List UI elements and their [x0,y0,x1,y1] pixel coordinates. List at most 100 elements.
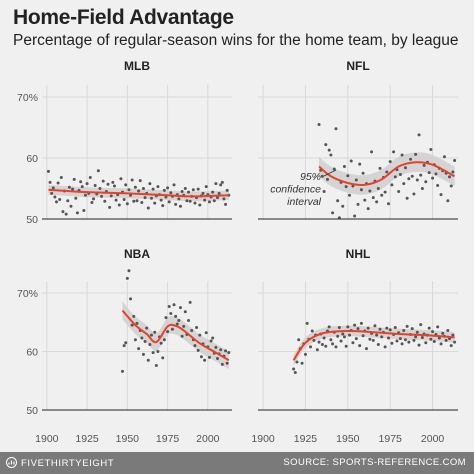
data-point [446,328,450,332]
data-point [74,196,78,200]
data-point [201,191,205,195]
data-point [151,351,155,355]
data-point [453,158,457,162]
x-tick-label: 2000 [196,433,220,445]
footer-brand: FIVETHIRTYEIGHT [6,457,114,469]
data-point [387,202,391,206]
x-tick-label: 1975 [379,433,403,445]
data-point [153,201,157,205]
data-point [385,326,389,330]
data-point [135,199,139,203]
data-point [83,193,87,197]
data-point [385,170,389,174]
data-point [354,337,358,341]
data-point [82,208,86,212]
data-point [322,190,326,194]
data-point [132,199,136,203]
data-point [121,369,125,373]
data-point [225,188,229,192]
data-point [133,185,137,189]
data-point [400,342,404,346]
data-point [407,340,411,344]
panel-title: NBA [124,247,150,261]
data-point [153,330,157,334]
trend-line [292,329,455,361]
data-point [371,196,375,200]
data-point [376,342,380,346]
data-point [46,169,50,173]
annotation-line: confidence [270,184,321,196]
x-tick-label: 1975 [156,433,180,445]
data-point [339,339,343,343]
data-point [317,122,321,126]
data-point [137,189,141,193]
data-point [172,183,176,187]
data-point [410,174,414,178]
data-point [441,331,445,335]
data-point [405,324,409,328]
data-point [414,152,418,156]
panel-title: NHL [346,247,371,261]
data-point [371,338,375,342]
data-point [69,204,73,208]
data-point [211,190,215,194]
data-point [349,159,353,163]
data-point [297,338,301,342]
data-point [359,188,363,192]
data-point [312,338,316,342]
data-point [375,333,379,337]
data-point [56,181,60,185]
data-point [383,190,387,194]
data-point [151,187,155,191]
panel-title: NFL [346,59,369,73]
data-point [103,199,107,203]
data-point [106,182,110,186]
data-point [156,350,160,353]
data-point [149,196,153,200]
data-point [358,162,362,166]
x-tick-label: 1925 [75,433,99,445]
data-point [195,326,199,330]
panel-mlb: MLB 70% 60 50 [17,59,232,226]
data-point [436,183,440,187]
data-point [130,178,134,182]
data-point [375,200,379,204]
y-tick-label: 70% [17,92,38,104]
data-point [344,344,348,348]
data-point [380,335,384,339]
data-point [342,335,346,339]
data-point [351,341,355,345]
data-point [162,338,166,342]
data-point [88,176,92,180]
data-point [414,335,418,339]
data-point [388,160,392,164]
data-point [132,314,136,318]
data-point [336,334,340,338]
data-point [373,324,377,328]
data-point [180,190,184,194]
data-point [92,197,96,201]
data-point [398,337,402,341]
annotation-leader [323,169,337,177]
data-point [183,310,187,314]
data-point [449,344,453,348]
data-point [93,183,97,187]
data-point [320,342,324,346]
data-point [224,349,228,353]
annotation-line: interval [287,196,322,208]
data-point [436,325,440,329]
data-point [146,206,150,210]
data-point [111,180,115,184]
data-point [85,182,89,186]
data-point [193,344,197,348]
data-point [177,197,181,201]
data-point [366,207,370,211]
data-point [180,334,184,338]
data-point [434,172,438,176]
trend-line [48,188,229,198]
data-point [451,333,455,337]
chart-title: Home-Field Advantage [13,6,234,29]
data-point [216,196,220,200]
data-point [356,327,360,331]
data-point [358,344,362,348]
